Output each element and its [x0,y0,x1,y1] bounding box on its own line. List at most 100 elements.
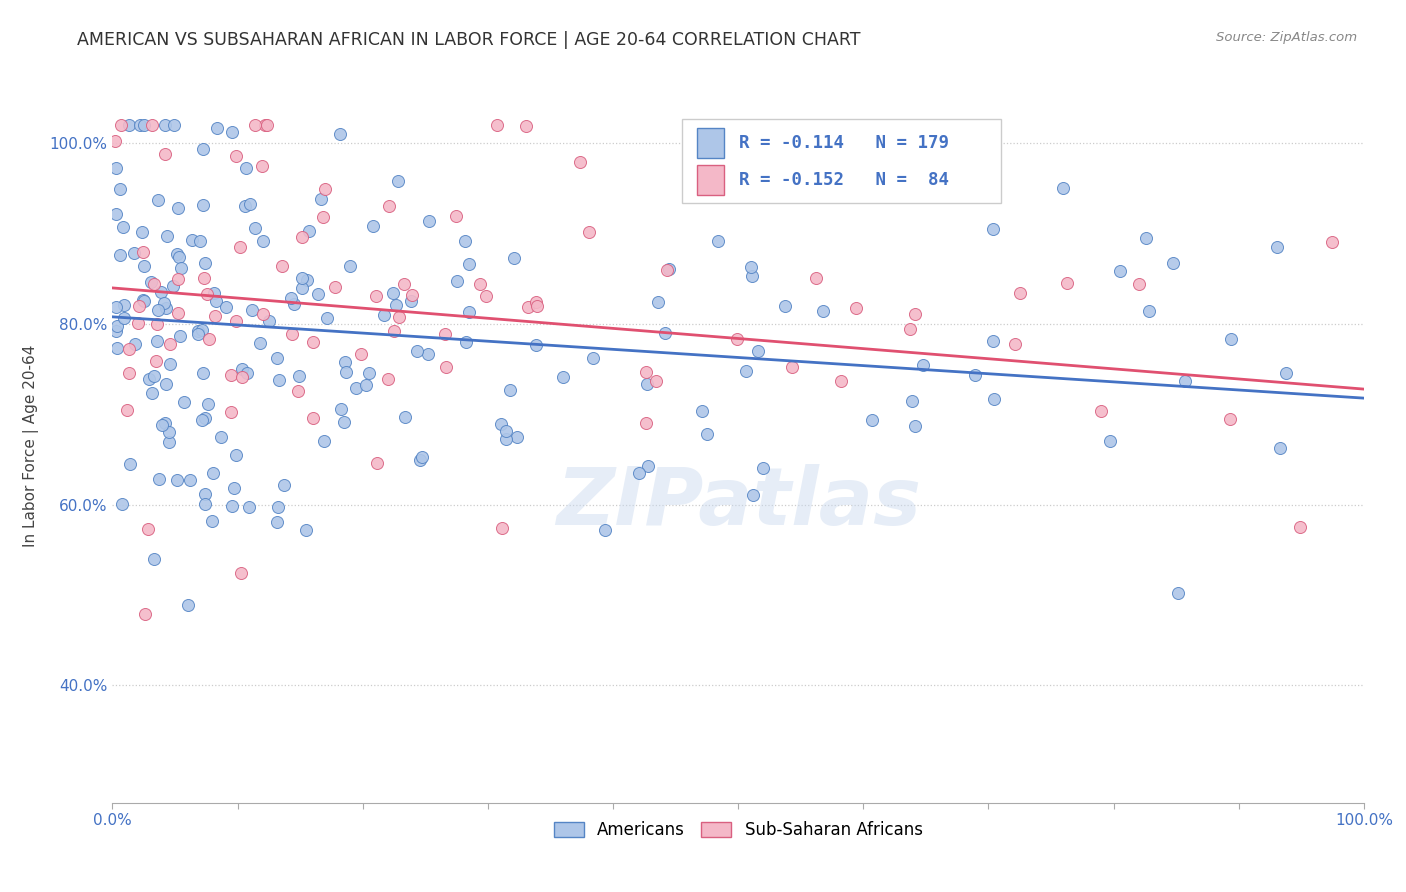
Point [153,119,176,133]
Point [503,251,526,265]
Point [108,182,131,196]
Point [499,383,522,397]
Point [166,306,188,320]
Point [645,374,668,388]
Point [291,271,314,285]
Point [142,551,165,566]
Point [146,193,169,207]
Point [283,297,305,311]
Point [740,260,762,275]
Point [252,234,274,248]
Point [131,225,153,239]
Point [209,430,232,444]
Text: R = -0.114   N = 179: R = -0.114 N = 179 [740,135,949,153]
Point [207,120,229,135]
Point [157,435,180,450]
Point [495,424,517,438]
Point [377,372,399,386]
Point [266,515,288,529]
Point [138,522,160,536]
Point [193,271,215,285]
Point [195,287,218,301]
Point [316,311,339,326]
Point [155,376,177,391]
Point [162,279,184,293]
Point [1275,366,1298,380]
Point [141,119,163,133]
Point [202,285,225,300]
Point [150,418,173,433]
Point [1167,586,1189,600]
Point [634,416,657,430]
Point [124,245,146,260]
Point [132,244,155,259]
Point [271,259,294,273]
Point [152,295,174,310]
Point [706,234,728,248]
Point [191,142,214,156]
Point [104,300,127,314]
Text: R = -0.152   N =  84: R = -0.152 N = 84 [740,171,949,189]
Point [252,159,274,173]
Point [105,342,128,356]
Point [173,394,195,409]
Point [339,259,361,273]
Point [134,119,156,133]
Point [335,365,357,379]
Point [373,308,395,322]
Point [253,119,276,133]
Point [166,473,188,487]
Point [159,336,181,351]
Point [806,271,828,285]
Point [627,466,650,480]
Point [1004,337,1026,351]
Point [225,314,247,328]
Point [287,384,309,399]
Point [773,299,796,313]
Point [654,326,676,340]
Point [243,119,266,133]
Point [231,370,253,384]
Point [1174,374,1197,388]
Point [269,373,291,387]
Point [444,210,467,224]
Point [267,500,290,514]
Point [366,289,388,303]
Point [118,343,141,357]
Point [752,460,775,475]
Point [569,155,592,169]
Point [235,199,257,213]
Point [298,224,321,238]
Point [1219,411,1241,425]
Point [239,196,262,211]
Point [134,607,156,622]
Point [187,324,209,338]
Point [200,514,222,528]
Point [458,257,481,271]
Point [344,381,367,395]
Point [516,300,538,314]
Point [312,210,335,224]
Point [143,277,166,292]
Point [1099,434,1122,448]
Point [418,214,440,228]
Point [236,367,259,381]
Point [582,351,605,366]
Point [243,221,266,235]
Point [191,413,214,427]
Point [647,295,669,310]
Point [155,301,177,316]
Point [238,500,260,515]
Point [132,293,155,307]
Point [280,291,302,305]
Point [191,198,214,212]
Point [163,119,186,133]
Point [104,161,127,176]
FancyBboxPatch shape [682,120,1001,203]
Text: ZIPatlas: ZIPatlas [555,464,921,542]
Point [495,432,517,446]
Point [515,120,537,134]
Point [830,374,852,388]
Point [132,259,155,273]
Point [446,274,468,288]
